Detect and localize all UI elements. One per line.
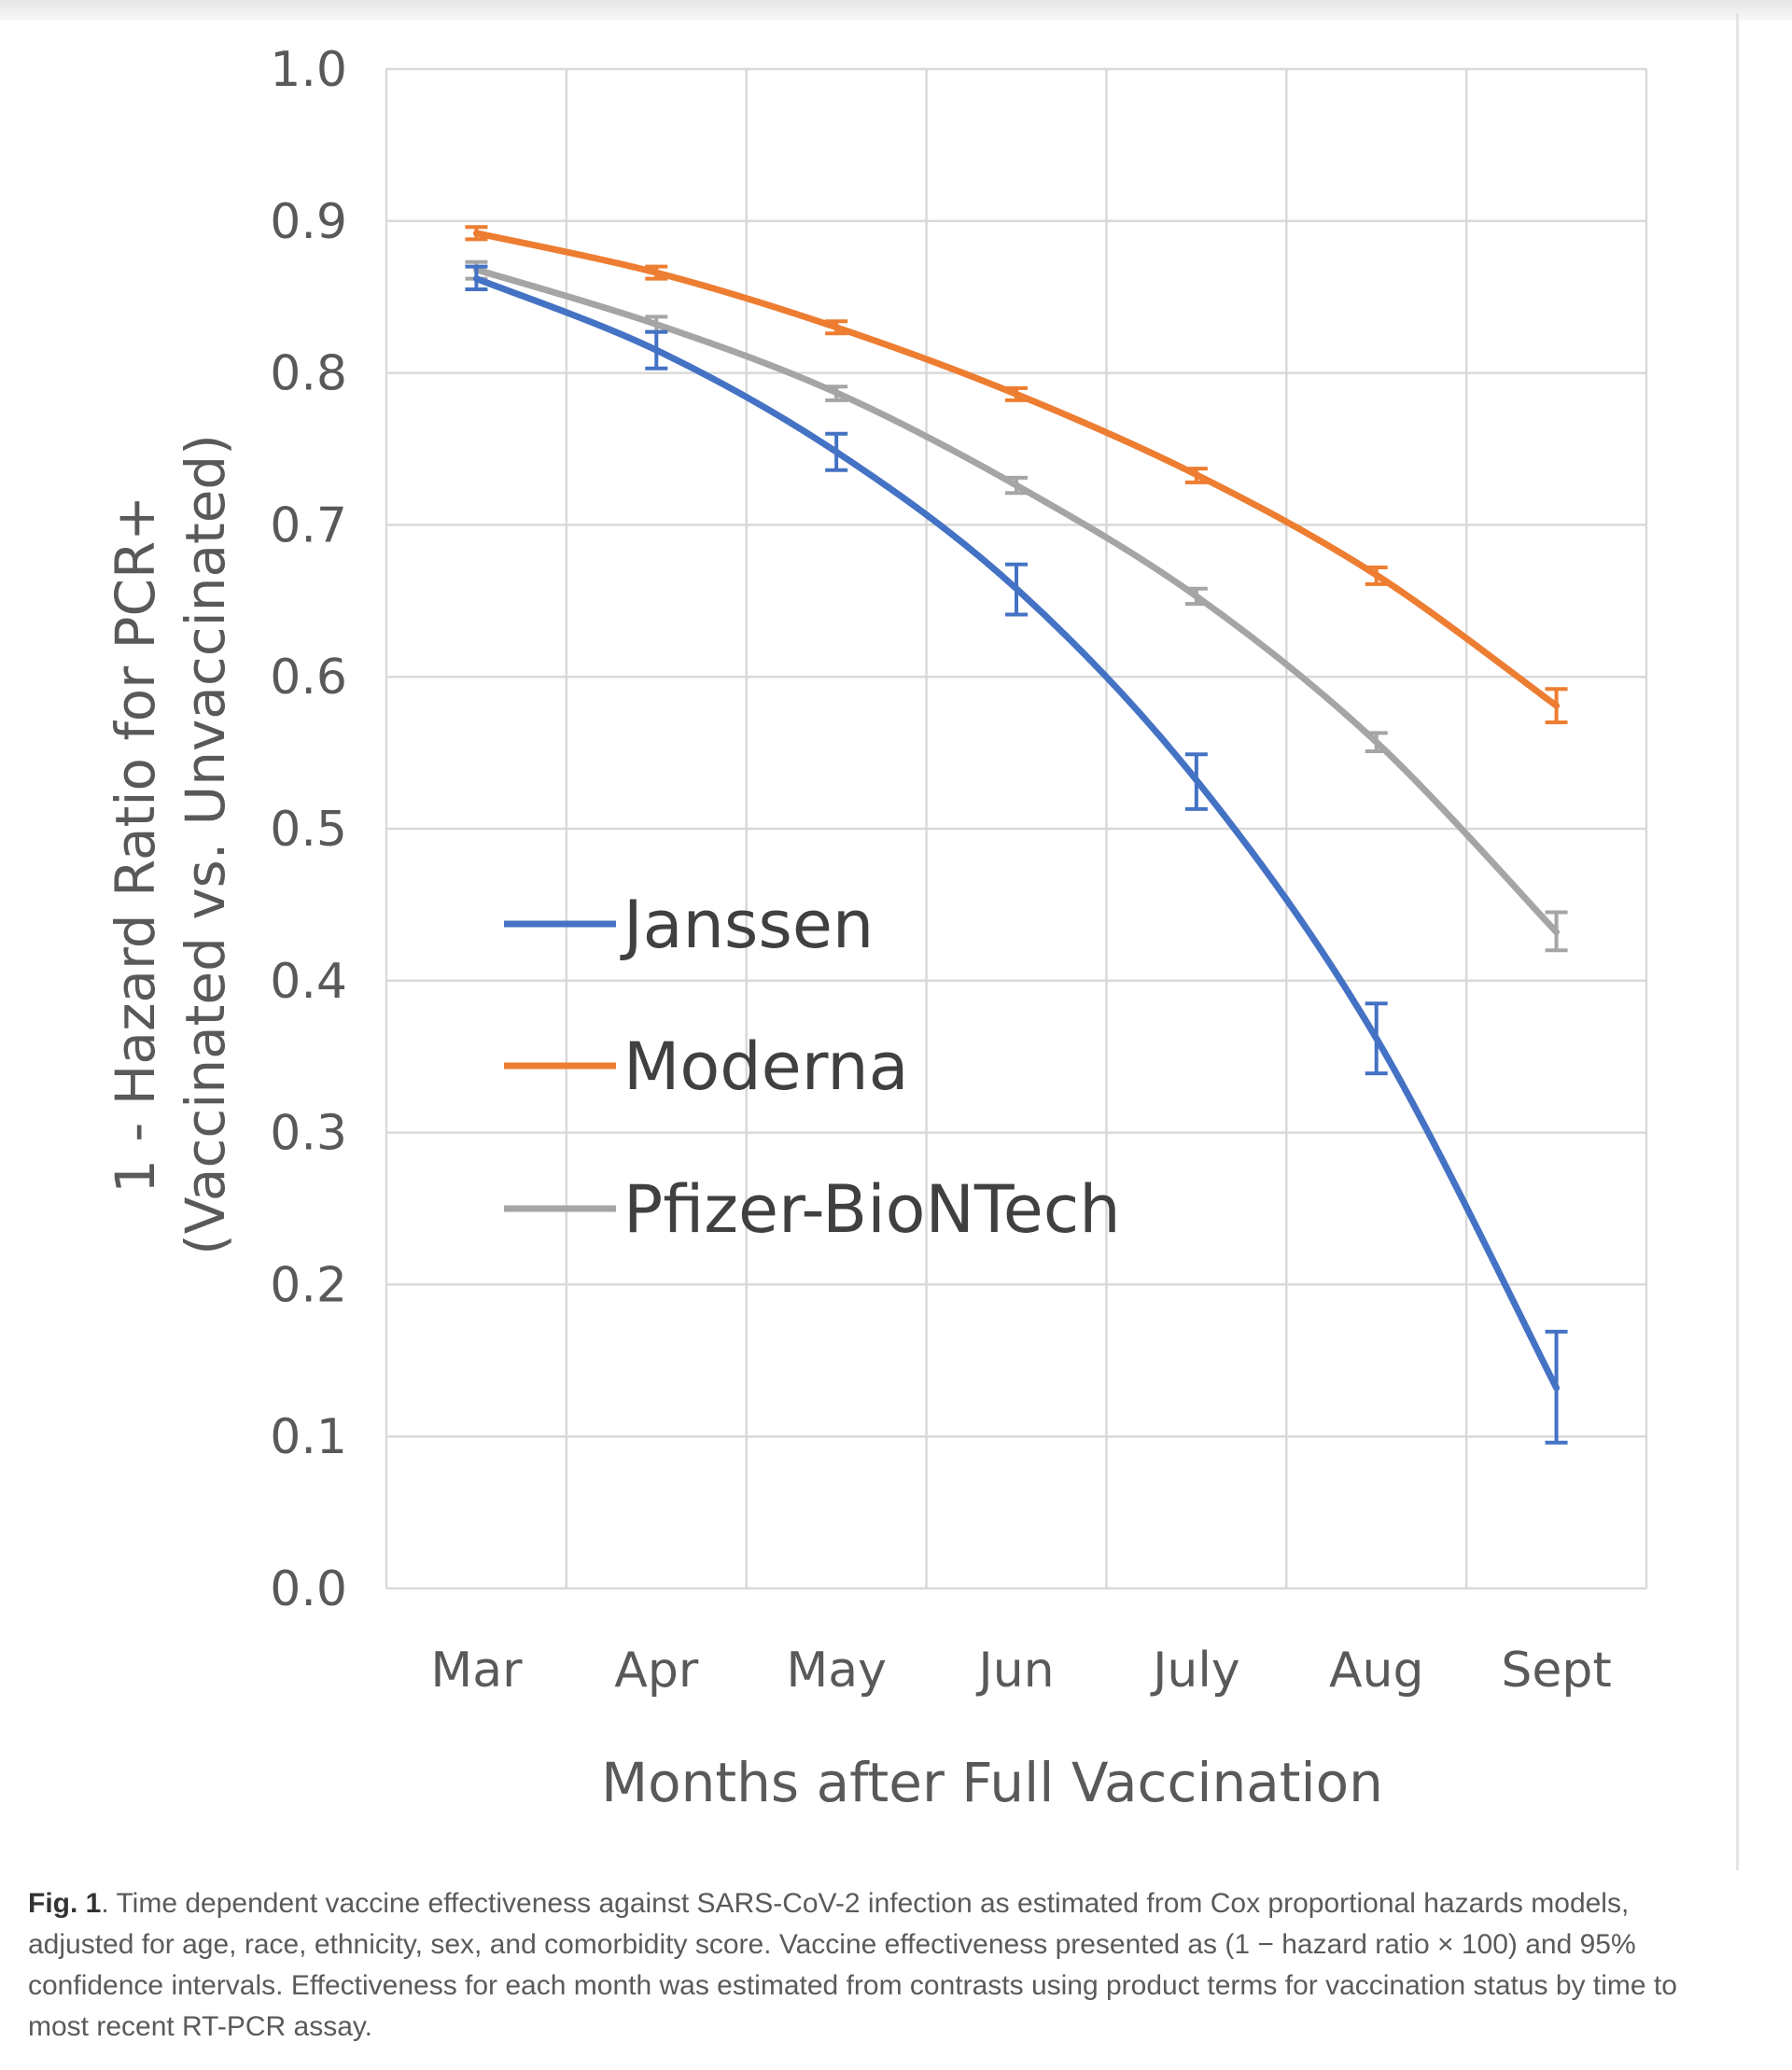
moderna-error-bar bbox=[1005, 385, 1028, 402]
janssen-series bbox=[465, 264, 1568, 1445]
y-tick-label: 0.4 bbox=[270, 954, 347, 1010]
x-tick-label: May bbox=[786, 1643, 887, 1699]
legend-label: Janssen bbox=[620, 887, 874, 963]
moderna-series bbox=[465, 225, 1568, 725]
y-tick-label: 0.2 bbox=[270, 1257, 347, 1313]
legend-label: Moderna bbox=[623, 1028, 909, 1105]
series-layer bbox=[465, 225, 1568, 1445]
pfizer-biontech-error-bar bbox=[1545, 910, 1568, 953]
janssen-error-bar bbox=[1184, 752, 1208, 811]
janssen-error-bar bbox=[645, 329, 668, 371]
x-tick-labels: Mar Apr May Jun July Aug Sept bbox=[430, 1643, 1611, 1699]
janssen-error-bar bbox=[1005, 562, 1028, 617]
pfizer-biontech-error-bar bbox=[1365, 731, 1388, 753]
y-tick-label: 0.5 bbox=[270, 802, 347, 858]
y-axis-title-line-1: 1 - Hazard Ratio for PCR+ bbox=[104, 496, 167, 1194]
legend-item-pfizer-biontech: Pfizer-BioNTech bbox=[504, 1171, 1121, 1248]
janssen-error-bar bbox=[465, 264, 488, 292]
moderna-line bbox=[472, 230, 1561, 709]
right-rule bbox=[1736, 13, 1739, 1870]
legend-item-moderna: Moderna bbox=[504, 1028, 909, 1105]
y-tick-label: 1.0 bbox=[270, 42, 347, 98]
caption-label: Fig. 1 bbox=[28, 1888, 102, 1919]
y-tick-label: 0.7 bbox=[270, 497, 347, 553]
y-tick-label: 0.1 bbox=[270, 1409, 347, 1465]
pfizer-biontech-error-bar bbox=[1005, 475, 1028, 496]
janssen-error-bar bbox=[1545, 1329, 1568, 1445]
caption-text: . Time dependent vaccine effectiveness a… bbox=[28, 1888, 1677, 2042]
janssen-line bbox=[472, 275, 1561, 1392]
x-tick-label: July bbox=[1150, 1643, 1240, 1699]
x-tick-label: Apr bbox=[614, 1643, 699, 1699]
y-tick-labels: 0.0 0.1 0.2 0.3 0.4 0.5 0.6 0.7 0.8 0.9 1.0 bbox=[270, 42, 347, 1617]
x-tick-label: Jun bbox=[975, 1643, 1054, 1699]
x-axis-title: Months after Full Vaccination bbox=[601, 1751, 1383, 1814]
grid-lines bbox=[385, 67, 1648, 1590]
moderna-error-bar bbox=[825, 319, 848, 336]
vaccine-effectiveness-chart: 0.0 0.1 0.2 0.3 0.4 0.5 0.6 0.7 0.8 0.9 1.0 Mar Apr… bbox=[104, 42, 1648, 1814]
legend: Janssen Moderna Pfizer-BioNTech bbox=[504, 887, 1121, 1248]
y-tick-label: 0.8 bbox=[270, 346, 347, 402]
y-tick-label: 0.0 bbox=[270, 1561, 347, 1617]
janssen-error-bar bbox=[825, 431, 848, 472]
moderna-error-bar bbox=[1184, 467, 1208, 484]
x-tick-label: Mar bbox=[430, 1643, 523, 1699]
y-tick-label: 0.9 bbox=[270, 194, 347, 250]
y-axis-title-line-2: (Vaccinated vs. Unvaccinated) bbox=[174, 434, 237, 1255]
y-axis-title: 1 - Hazard Ratio for PCR+ (Vaccinated vs… bbox=[104, 434, 237, 1255]
y-tick-label: 0.6 bbox=[270, 650, 347, 706]
top-rule bbox=[0, 0, 1792, 21]
x-tick-label: Aug bbox=[1329, 1643, 1424, 1699]
moderna-error-bar bbox=[1545, 687, 1568, 725]
y-tick-label: 0.3 bbox=[270, 1106, 347, 1162]
figure-caption: Fig. 1. Time dependent vaccine effective… bbox=[28, 1883, 1736, 2048]
pfizer-biontech-error-bar bbox=[825, 385, 848, 402]
legend-item-janssen: Janssen bbox=[504, 887, 874, 963]
legend-label: Pfizer-BioNTech bbox=[623, 1171, 1121, 1248]
pfizer-biontech-error-bar bbox=[1184, 586, 1208, 607]
moderna-error-bar bbox=[645, 264, 668, 281]
figure-frame: 0.0 0.1 0.2 0.3 0.4 0.5 0.6 0.7 0.8 0.9 1.0 Mar Apr… bbox=[0, 0, 1792, 1870]
janssen-error-bar bbox=[1365, 1001, 1388, 1076]
moderna-error-bar bbox=[1365, 565, 1388, 586]
moderna-error-bar bbox=[465, 225, 488, 242]
x-tick-label: Sept bbox=[1501, 1643, 1611, 1699]
